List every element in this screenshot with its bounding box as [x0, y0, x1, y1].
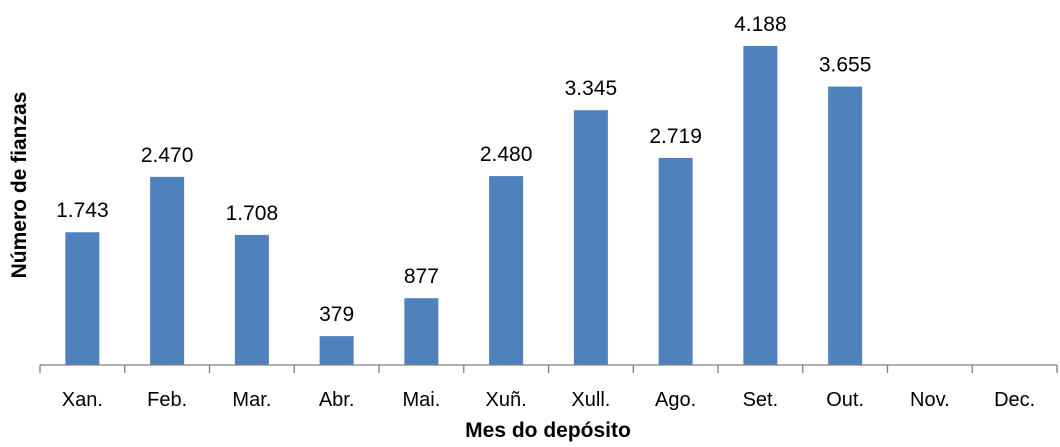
x-tick-label: Out.: [826, 389, 864, 411]
bar-value-label: 877: [404, 265, 439, 288]
x-tick-label: Feb.: [147, 389, 187, 411]
x-tick-label: Ago.: [655, 389, 696, 411]
bar: [489, 176, 524, 365]
x-tick-label: Xuñ.: [486, 389, 527, 411]
bar-value-label: 2.470: [141, 144, 194, 167]
bar: [65, 232, 100, 365]
bars-group: [65, 46, 863, 365]
x-tick-labels-group: Xan. Feb. Mar. Abr. Mai. Xuñ. Xull. Ago. Set. Out…: [62, 389, 1035, 411]
x-tick-marks-group: [39, 365, 1058, 373]
bar-value-label: 3.345: [565, 77, 618, 100]
bar-value-label: 379: [319, 303, 354, 326]
bar: [743, 46, 778, 365]
x-tick-label: Nov.: [910, 389, 950, 411]
bar: [150, 176, 185, 365]
x-tick-label: Abr.: [319, 389, 355, 411]
x-tick-label: Dec.: [994, 389, 1035, 411]
x-tick-label: Xan.: [62, 389, 103, 411]
x-tick-label: Xull.: [571, 389, 610, 411]
bar: [658, 157, 693, 365]
value-labels-group: 1.743 2.470 1.708 379 877 2.480 3.345 2.719 4.18…: [56, 13, 871, 326]
bar: [828, 86, 863, 365]
bar-value-label: 2.719: [649, 125, 702, 148]
bar-value-label: 2.480: [480, 143, 533, 166]
bar-value-label: 4.188: [734, 13, 787, 36]
bar: [319, 336, 354, 365]
bar-value-label: 1.708: [226, 202, 279, 225]
x-axis-title: Mes do depósito: [465, 419, 631, 442]
bar-value-label: 3.655: [819, 54, 872, 77]
bar: [573, 110, 608, 365]
x-tick-label: Mar.: [232, 389, 271, 411]
bar: [234, 234, 269, 365]
bar: [404, 298, 439, 365]
x-tick-label: Set.: [743, 389, 779, 411]
y-axis-title: Número de fianzas: [8, 92, 31, 279]
x-tick-label: Mai.: [402, 389, 440, 411]
bar-value-label: 1.743: [56, 199, 109, 222]
